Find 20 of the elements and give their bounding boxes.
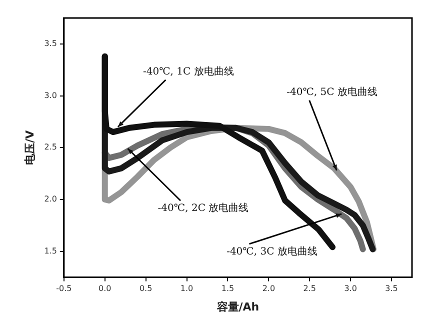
annotation: -40℃, 1C 放电曲线	[142, 65, 234, 78]
y-tick-label: 2.5	[44, 142, 57, 152]
x-tick-label: -0.5	[56, 284, 72, 294]
annotation: -40℃, 2C 放电曲线	[158, 202, 249, 214]
y-tick-label: 3.0	[44, 90, 57, 100]
x-tick-label: 0.0	[98, 284, 112, 294]
annotation: -40℃, 3C 放电曲线	[226, 246, 318, 258]
annotation: -40℃, 5C 放电曲线	[286, 86, 378, 98]
x-tick-label: 0.5	[139, 284, 152, 294]
x-axis-title: 容量/Ah	[216, 300, 260, 314]
x-tick-label: 1.5	[221, 284, 234, 294]
y-tick-label: 2.0	[44, 194, 57, 204]
y-tick-label: 3.5	[44, 39, 57, 48]
x-tick-label: 2.5	[303, 284, 316, 294]
y-tick-label: 1.5	[44, 246, 57, 256]
x-tick-label: 2.0	[262, 284, 276, 294]
x-tick-label: 1.0	[180, 284, 194, 294]
y-axis-title: 电压/V	[23, 130, 36, 165]
x-tick-label: 3.0	[344, 284, 357, 294]
x-tick-label: 3.5	[385, 284, 398, 294]
